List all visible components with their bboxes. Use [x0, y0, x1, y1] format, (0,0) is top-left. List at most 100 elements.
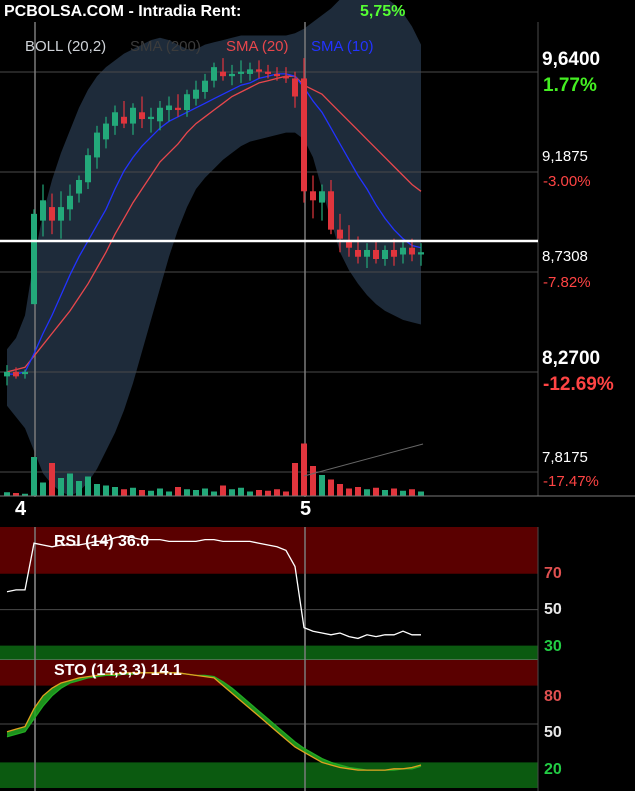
- volume-bar: [130, 487, 136, 496]
- volume-bar: [319, 475, 325, 496]
- x-axis-strip: [0, 497, 635, 527]
- sto-level-80: 80: [544, 688, 562, 705]
- candle-body: [418, 252, 424, 255]
- volume-bar: [58, 478, 64, 496]
- candle-body: [112, 112, 118, 126]
- legend-boll: BOLL (20,2): [25, 38, 107, 55]
- change-label-1: 1.77%: [543, 75, 597, 96]
- rsi-level-30: 30: [544, 638, 562, 655]
- candle-body: [400, 247, 406, 255]
- volume-bar: [292, 463, 298, 496]
- volume-bar: [229, 489, 235, 496]
- candle-body: [94, 132, 100, 158]
- change-label-3: -7.82%: [543, 274, 591, 291]
- candle-body: [220, 71, 226, 77]
- sto-title: STO (14,3,3) 14.1: [54, 662, 182, 679]
- candle-body: [121, 116, 127, 124]
- sma10-line: [7, 73, 422, 375]
- candle-body: [265, 71, 271, 74]
- volume-bar: [211, 491, 217, 496]
- sto-k-line: [6, 672, 422, 771]
- legend-sma200: SMA (200): [130, 38, 201, 55]
- candle-body: [184, 94, 190, 111]
- candle-body: [4, 371, 10, 377]
- rsi-oversold-zone: [0, 645, 538, 660]
- candle-body: [391, 249, 397, 257]
- candle-body: [85, 155, 91, 183]
- price-label-1: 9,6400: [542, 49, 601, 70]
- change-label-4: -12.69%: [543, 374, 614, 395]
- candle-body: [238, 71, 244, 74]
- candle-body: [139, 112, 145, 120]
- candle-body: [310, 191, 316, 201]
- candle-body: [31, 213, 37, 305]
- candle-body: [229, 73, 235, 77]
- rsi-title: RSI (14) 36.0: [54, 533, 150, 550]
- price-label-4: 8,2700: [542, 348, 601, 369]
- candle-body: [256, 69, 262, 72]
- volume-bar: [49, 463, 55, 496]
- candle-body: [274, 73, 280, 77]
- volume-bar: [337, 484, 343, 496]
- volume-bar: [409, 489, 415, 496]
- volume-bar: [274, 489, 280, 496]
- candle-body: [175, 107, 181, 111]
- price-label-2: 9,1875: [542, 148, 588, 165]
- candle-body: [40, 200, 46, 221]
- volume-bar: [238, 487, 244, 496]
- candle-body: [328, 191, 334, 230]
- volume-bar: [247, 491, 253, 496]
- volume-bar: [22, 493, 28, 496]
- sto-level-50: 50: [544, 724, 562, 741]
- sma20-line: [6, 75, 422, 373]
- volume-bar: [346, 488, 352, 496]
- candle-body: [346, 240, 352, 248]
- candle-body: [67, 195, 73, 210]
- volume-bar: [301, 443, 307, 496]
- candle-body: [49, 207, 55, 221]
- volume-bar: [148, 490, 154, 496]
- sto-level-20: 20: [544, 761, 562, 778]
- volume-bar: [184, 489, 190, 496]
- volume-trendline: [303, 443, 424, 477]
- volume-bar: [175, 487, 181, 496]
- sto-overbought-zone: [0, 660, 538, 686]
- volume-bar: [166, 491, 172, 496]
- volume-bar: [418, 491, 424, 496]
- candle-body: [22, 371, 28, 375]
- candle-body: [166, 105, 172, 111]
- volume-bar: [4, 492, 10, 496]
- x-tick-label-2: 5: [300, 498, 312, 520]
- volume-bar: [391, 488, 397, 496]
- candle-body: [409, 247, 415, 255]
- candle-body: [301, 78, 307, 192]
- rsi-overbought-zone: [0, 527, 538, 574]
- candle-body: [292, 78, 298, 97]
- volume-bar: [31, 457, 37, 496]
- legend-sma10: SMA (10): [311, 38, 374, 55]
- candle-body: [283, 76, 289, 79]
- volume-bar: [310, 466, 316, 496]
- volume-bar: [193, 490, 199, 496]
- candle-body: [13, 371, 19, 377]
- volume-bar: [364, 489, 370, 496]
- change-label-2: -3.00%: [543, 173, 591, 190]
- volume-bar: [355, 487, 361, 496]
- change-label-5: -17.47%: [543, 473, 599, 490]
- rsi-level-50: 50: [544, 601, 562, 618]
- candle-body: [130, 107, 136, 124]
- candle-body: [373, 249, 379, 259]
- rsi-level-70: 70: [544, 565, 562, 582]
- volume-bar: [157, 488, 163, 496]
- volume-bar: [40, 482, 46, 496]
- candle-body: [319, 191, 325, 203]
- volume-bar: [139, 490, 145, 496]
- rsi-line: [6, 535, 421, 640]
- volume-bar: [13, 493, 19, 496]
- candle-body: [148, 116, 154, 120]
- header-rent-value: 5,75%: [360, 3, 406, 20]
- sto-d-line: [6, 672, 422, 771]
- legend-sma20: SMA (20): [226, 38, 289, 55]
- candle-body: [157, 107, 163, 122]
- volume-bar: [256, 490, 262, 496]
